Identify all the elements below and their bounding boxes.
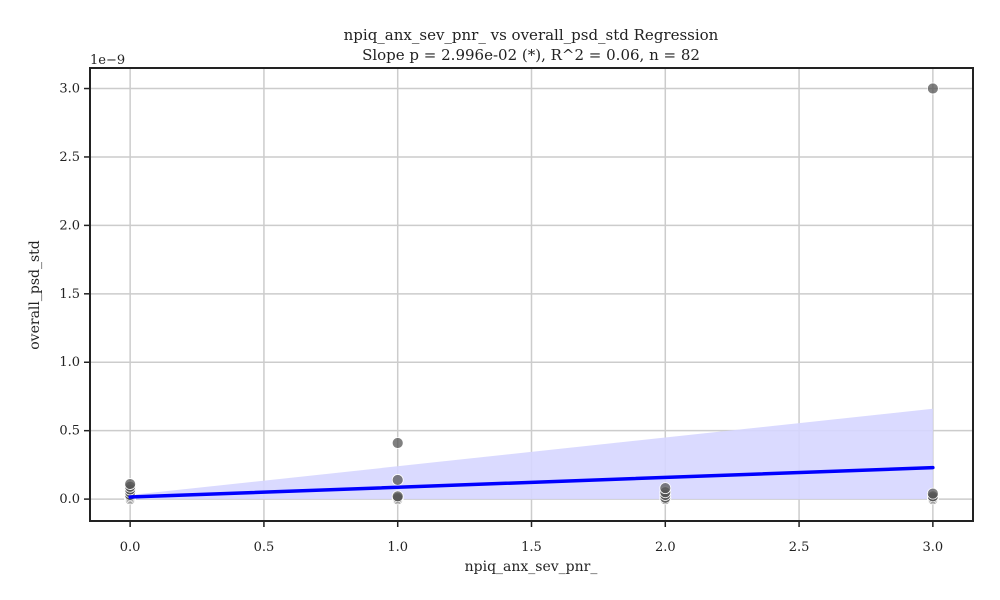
data-point [391,474,404,486]
y-tick-label: 3.0 [59,82,80,97]
x-tick-label: 0.0 [120,540,141,555]
y-axis-label: overall_psd_std [27,240,43,350]
x-tick-label: 0.5 [254,540,275,555]
x-tick-label: 3.0 [923,540,944,555]
y-tick-label: 0.0 [59,492,80,507]
x-axis-label: npiq_anx_sev_pnr_ [465,559,598,575]
regression-line-group [128,465,935,499]
x-tick-label: 2.0 [655,540,676,555]
y-tick-label: 1.5 [59,287,80,302]
plot-frame [89,67,974,522]
chart-subtitle: Slope p = 2.996e-02 (*), R^2 = 0.06, n =… [362,46,700,64]
y-tick-label: 2.0 [59,218,80,233]
y-tick-label: 1.0 [59,355,80,370]
data-point [124,478,137,490]
y-tick-label: 0.5 [59,424,80,439]
x-tick-label: 2.5 [789,540,810,555]
data-point [391,437,404,449]
data-point [926,487,939,500]
x-tick-label: 1.5 [521,540,542,555]
y-offset-label: 1e−9 [90,53,125,68]
data-point [659,482,672,495]
axis-ticks: 0.0 0.5 1.0 1.5 2.0 2.5 3.0 0.0 0.5 1.0 1.5 2.0 2.5 3… [59,82,943,555]
data-point [391,490,404,503]
chart-title: npiq_anx_sev_pnr_ vs overall_psd_std Reg… [344,26,719,44]
regression-line [128,465,935,499]
y-tick-label: 2.5 [59,150,80,165]
data-points [124,82,939,506]
data-point [926,82,939,95]
grid-lines [90,68,973,521]
x-tick-label: 1.0 [387,540,408,555]
